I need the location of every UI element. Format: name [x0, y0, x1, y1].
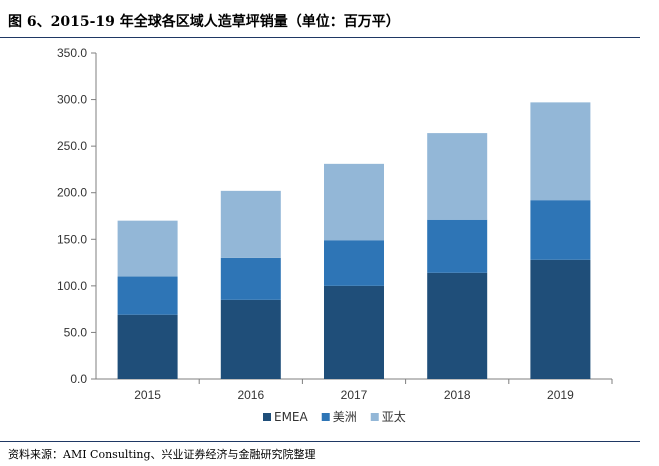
legend-label: EMEA	[274, 410, 309, 424]
y-tick-label: 50.0	[64, 325, 88, 339]
legend-swatch	[370, 413, 379, 421]
bar-segment	[324, 163, 384, 241]
bar-segment	[530, 102, 591, 201]
bar-segment	[530, 200, 591, 260]
y-tick-label: 200.0	[57, 186, 87, 200]
y-tick-label: 100.0	[57, 279, 87, 293]
bar-segment	[324, 240, 384, 286]
chart-title: 图 6、2015-19 年全球各区域人造草坪销量（单位：百万平）	[8, 14, 400, 30]
chart-axes: 0.0 50.0 100.0 150.0 200.0 250.0 300.0 350.0 201…	[57, 46, 613, 402]
bar-segment	[427, 219, 488, 273]
bar-segment	[117, 220, 178, 277]
bar-segment	[427, 133, 488, 220]
bar-segment	[427, 272, 488, 379]
legend-label: 亚太	[382, 409, 406, 424]
bar-segment	[117, 314, 178, 379]
x-tick-label: 2017	[341, 388, 368, 402]
bar-segment	[530, 259, 591, 379]
y-tick-label: 350.0	[57, 46, 87, 60]
chart-legend: EMEA 美洲 亚太	[263, 409, 406, 424]
legend-swatch	[263, 413, 271, 421]
bar-segment	[220, 299, 281, 379]
chart-bars	[117, 102, 591, 379]
legend-swatch	[321, 413, 330, 421]
legend-label: 美洲	[333, 410, 357, 424]
x-tick-label: 2018	[444, 388, 471, 402]
bar-segment	[324, 285, 384, 379]
bar-segment	[220, 257, 281, 300]
x-tick-label: 2015	[134, 388, 161, 402]
source-divider	[0, 441, 640, 442]
bar-segment	[117, 276, 178, 315]
stacked-bar-chart: 0.0 50.0 100.0 150.0 200.0 250.0 300.0 350.0 201…	[57, 46, 613, 424]
y-tick-label: 250.0	[57, 139, 87, 153]
source-note: 资料来源：AMI Consulting、兴业证券经济与金融研究院整理	[8, 448, 316, 461]
y-tick-label: 300.0	[57, 93, 87, 107]
y-tick-label: 150.0	[57, 232, 87, 246]
title-divider	[0, 37, 640, 38]
x-tick-label: 2019	[547, 388, 574, 402]
bar-segment	[220, 190, 281, 258]
y-tick-label: 0.0	[70, 372, 87, 386]
x-tick-label: 2016	[237, 388, 264, 402]
